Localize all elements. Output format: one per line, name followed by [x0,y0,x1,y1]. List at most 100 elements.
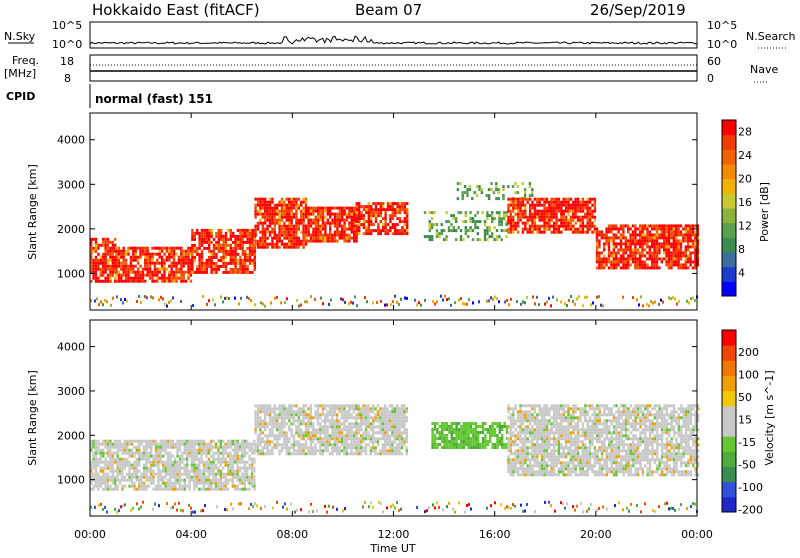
echo-cell [441,232,443,235]
echo-cell [629,233,631,236]
echo-cell [310,295,312,298]
echo-cell [346,425,348,428]
echo-cell [278,219,280,222]
echo-cell [107,485,109,488]
echo-cell [464,191,466,194]
echo-cell [133,482,135,485]
echo-cell [575,231,577,234]
echo-cell [517,419,519,422]
echo-cell [334,216,336,219]
echo-cell [319,240,321,243]
echo-cell [188,470,190,473]
echo-cell [200,479,202,482]
echo-cell [186,470,188,473]
echo-cell [234,452,236,455]
echo-cell [271,431,273,434]
echo-cell [236,452,238,455]
echo-cell [314,428,316,431]
echo-cell [448,297,450,300]
echo-cell [138,446,140,449]
echo-cell [205,443,207,446]
echo-cell [107,461,109,464]
power-panel [90,113,699,310]
echo-cell [551,207,553,210]
echo-cell [310,446,312,449]
echo-cell [293,449,295,452]
echo-cell [135,274,137,277]
echo-cell [324,422,326,425]
echo-cell [507,458,509,461]
echo-cell [455,217,457,220]
echo-cell [149,274,151,277]
echo-cell [188,485,190,488]
echo-cell [191,265,193,268]
echo-cell [560,222,562,225]
echo-cell [399,211,401,214]
echo-cell [302,431,304,434]
echo-cell [517,473,519,476]
echo-cell [295,207,297,210]
echo-cell [188,473,190,476]
echo-cell [622,251,624,254]
echo-cell [353,416,355,419]
echo-cell [341,213,343,216]
echo-cell [394,208,396,211]
echo-cell [227,262,229,265]
echo-cell [365,410,367,413]
echo-cell [327,210,329,213]
echo-cell [555,198,557,201]
echo-cell [327,237,329,240]
echo-cell [434,425,436,428]
echo-cell [248,455,250,458]
echo-cell [515,470,517,473]
echo-cell [358,443,360,446]
echo-cell [293,216,295,219]
echo-cell [341,237,343,240]
echo-cell [329,222,331,225]
echo-cell [445,220,447,223]
echo-cell [338,446,340,449]
echo-cell [668,254,670,257]
echo-cell [598,251,600,254]
echo-cell [512,458,514,461]
echo-cell [677,239,679,242]
echo-cell [169,443,171,446]
echo-cell [112,461,114,464]
echo-cell [305,404,307,407]
echo-cell [613,266,615,269]
echo-cell [241,461,243,464]
echo-cell [515,434,517,437]
echo-cell [346,234,348,237]
echo-cell [295,452,297,455]
echo-cell [271,419,273,422]
echo-cell [102,440,104,443]
echo-cell [298,219,300,222]
echo-cell [429,223,431,226]
echo-cell [439,431,441,434]
echo-cell [152,470,154,473]
echo-cell [377,431,379,434]
echo-cell [114,443,116,446]
echo-cell [138,479,140,482]
echo-cell [613,233,615,236]
echo-cell [200,473,202,476]
echo-cell [543,219,545,222]
echo-cell [384,223,386,226]
echo-cell [167,473,169,476]
echo-cell [517,452,519,455]
echo-cell [358,404,360,407]
echo-cell [227,467,229,470]
echo-cell [281,240,283,243]
echo-cell [641,236,643,239]
echo-cell [171,265,173,268]
echo-cell [123,265,125,268]
echo-cell [670,297,672,300]
echo-cell [620,224,622,227]
echo-cell [300,452,302,455]
echo-cell [315,225,317,228]
echo-cell [491,232,493,235]
echo-cell [375,202,377,205]
echo-cell [179,467,181,470]
echo-cell [241,440,243,443]
echo-cell [498,214,500,217]
